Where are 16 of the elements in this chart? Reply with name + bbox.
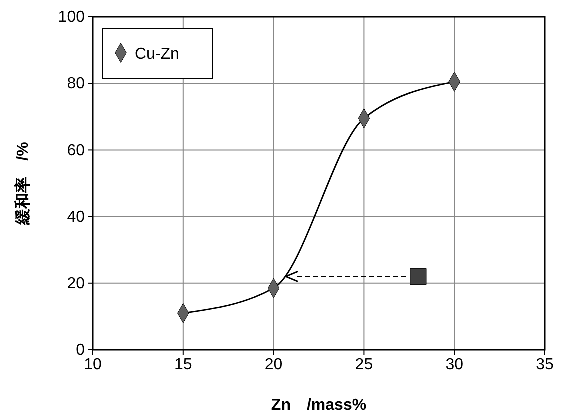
y-axis-title: 緩和率 /% <box>13 142 32 226</box>
x-axis-title: Zn /mass% <box>271 397 367 414</box>
y-tick-label: 0 <box>76 342 86 360</box>
y-tick-label: 20 <box>67 276 86 293</box>
legend-label: Cu-Zn <box>135 46 180 63</box>
y-tick-label: 100 <box>58 9 86 26</box>
x-tick-label: 15 <box>174 356 192 374</box>
x-tick-label: 20 <box>264 356 283 374</box>
x-tick-label: 25 <box>355 356 374 374</box>
y-tick-label: 80 <box>67 76 86 93</box>
y-tick-label: 40 <box>67 208 86 226</box>
x-tick-label: 10 <box>84 356 102 374</box>
point <box>410 268 427 286</box>
x-tick-label: 35 <box>536 356 554 374</box>
y-tick-label: 60 <box>67 142 86 160</box>
x-tick-label: 30 <box>446 356 464 374</box>
